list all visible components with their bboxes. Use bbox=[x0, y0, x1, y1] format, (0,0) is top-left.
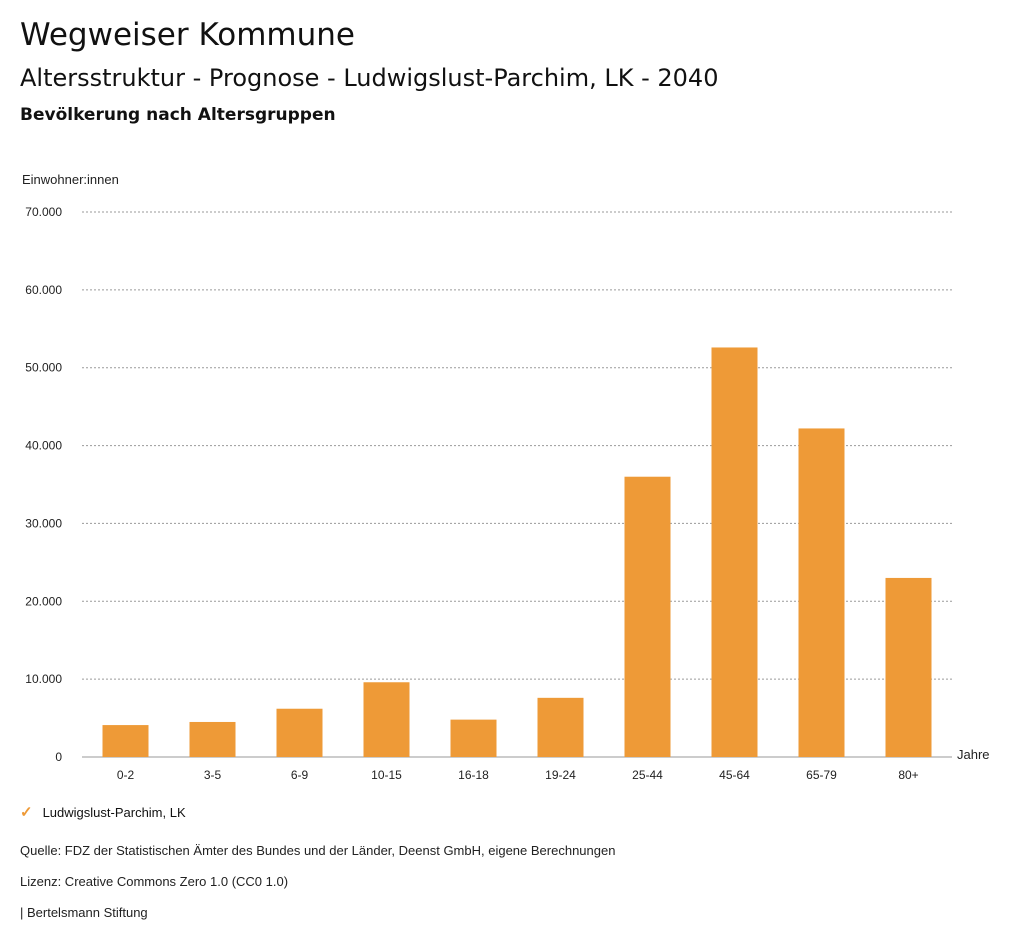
section-title: Bevölkerung nach Altersgruppen bbox=[20, 105, 336, 125]
bar-10-15[interactable] bbox=[363, 682, 410, 757]
x-tick-label: 10-15 bbox=[371, 768, 402, 782]
bar-80+[interactable] bbox=[885, 577, 932, 757]
legend-item[interactable]: ✓ Ludwigslust-Parchim, LK bbox=[20, 803, 186, 821]
x-tick-label: 16-18 bbox=[458, 768, 489, 782]
legend-label: Ludwigslust-Parchim, LK bbox=[42, 804, 186, 820]
x-tick-label: 3-5 bbox=[204, 768, 222, 782]
bar-6-9[interactable] bbox=[276, 708, 323, 757]
bar-3-5[interactable] bbox=[189, 721, 236, 757]
bar-16-18[interactable] bbox=[450, 719, 497, 757]
page-title: Wegweiser Kommune bbox=[20, 17, 355, 53]
y-axis-label: Einwohner:innen bbox=[22, 172, 119, 187]
y-tick-label: 50.000 bbox=[25, 361, 62, 375]
x-tick-label: 6-9 bbox=[291, 768, 309, 782]
x-tick-label: 19-24 bbox=[545, 768, 576, 782]
brand-note: | Bertelsmann Stiftung bbox=[20, 905, 148, 920]
x-tick-labels: 0-2 3-5 6-9 10-15 16-18 19-24 25-44 45-64 65-79 8… bbox=[117, 768, 919, 782]
bar-65-79[interactable] bbox=[798, 428, 845, 757]
checkmark-icon: ✓ bbox=[20, 804, 33, 821]
y-tick-labels: 0 10.000 20.000 30.000 40.000 50.000 60.000 70.… bbox=[25, 205, 62, 764]
x-tick-label: 65-79 bbox=[806, 768, 837, 782]
bar-25-44[interactable] bbox=[624, 476, 671, 757]
license-note: Lizenz: Creative Commons Zero 1.0 (CC0 1… bbox=[20, 874, 289, 889]
bar-19-24[interactable] bbox=[537, 697, 584, 757]
bars bbox=[102, 347, 932, 757]
y-tick-label: 70.000 bbox=[25, 205, 62, 219]
x-tick-label: 80+ bbox=[898, 768, 918, 782]
y-tick-label: 60.000 bbox=[25, 283, 62, 297]
x-tick-label: 45-64 bbox=[719, 768, 750, 782]
x-axis-label: Jahre bbox=[957, 747, 990, 762]
y-tick-label: 20.000 bbox=[25, 594, 62, 608]
y-tick-label: 0 bbox=[55, 750, 62, 764]
bar-chart: Einwohner:innen Jahre 0 10.000 20.000 30.00… bbox=[22, 172, 990, 782]
bar-0-2[interactable] bbox=[102, 725, 149, 757]
source-note: Quelle: FDZ der Statistischen Ämter des … bbox=[20, 843, 616, 858]
bar-45-64[interactable] bbox=[711, 347, 758, 757]
y-tick-label: 40.000 bbox=[25, 439, 62, 453]
x-tick-label: 25-44 bbox=[632, 768, 663, 782]
y-tick-label: 30.000 bbox=[25, 516, 62, 530]
x-tick-label: 0-2 bbox=[117, 768, 135, 782]
chart-subtitle: Altersstruktur - Prognose - Ludwigslust-… bbox=[20, 64, 719, 92]
y-tick-label: 10.000 bbox=[25, 672, 62, 686]
